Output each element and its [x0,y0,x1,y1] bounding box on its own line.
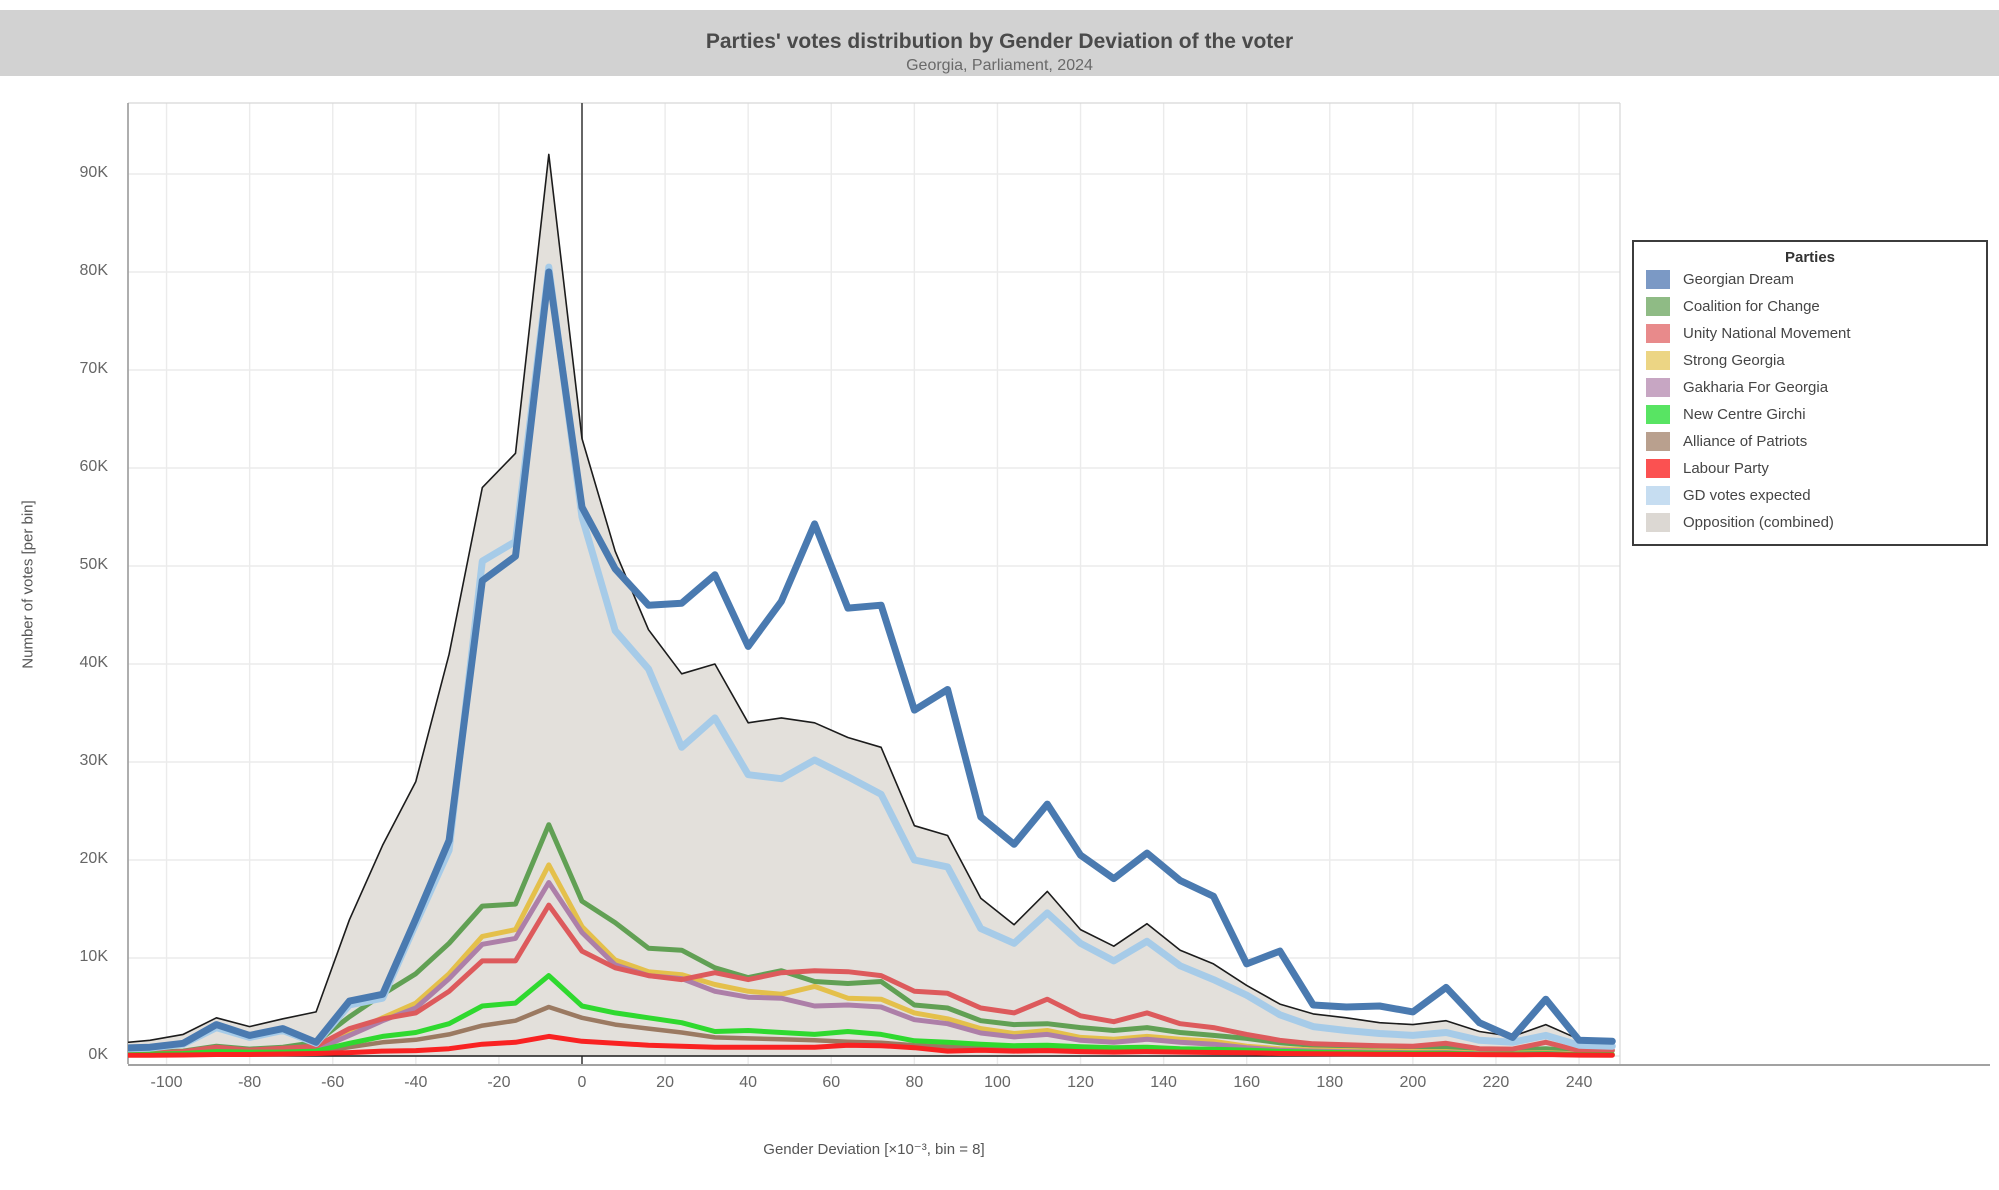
x-tick-label: 80 [905,1074,924,1091]
x-tick-label: 140 [1150,1074,1177,1091]
y-tick-label: 10K [79,948,108,965]
legend-item-coalition_for_change: Coalition for Change [1634,293,1986,320]
legend-label: Georgian Dream [1683,271,1794,288]
legend-label: Gakharia For Georgia [1683,379,1829,396]
legend-item-gd_votes_expected: GD votes expected [1634,482,1986,509]
y-tick-label: 0K [88,1046,108,1063]
x-tick-label: 180 [1316,1074,1344,1091]
x-tick-label: -40 [404,1074,428,1091]
legend-item-alliance_of_patriots: Alliance of Patriots [1634,428,1986,455]
x-tick-label: 220 [1482,1074,1510,1091]
x-tick-label: 120 [1067,1074,1094,1091]
legend-swatch-new_centre_girchi [1646,405,1670,424]
legend-swatch-gd_votes_expected [1646,486,1670,505]
series-line-unity_national_movement [128,902,1615,1056]
x-tick-label: -80 [238,1074,262,1091]
y-tick-label: 60K [79,458,108,475]
legend-item-georgian_dream: Georgian Dream [1634,266,1986,293]
legend-items: Georgian Dream Coalition for Change Unity … [1634,266,1986,536]
legend-swatch-strong_georgia [1646,351,1670,370]
x-tick-label: 240 [1565,1074,1593,1091]
legend-label: Labour Party [1683,460,1769,477]
x-tick-label: 0 [577,1074,587,1091]
x-tick-label: 200 [1399,1074,1427,1091]
y-axis-title: Number of votes [per bin] [19,500,37,669]
x-tick-label: 20 [656,1074,674,1091]
legend-swatch-opposition [1646,513,1670,532]
series-area-opposition [128,153,1614,1057]
legend-label: Coalition for Change [1683,298,1820,315]
legend-swatch-georgian_dream [1646,270,1670,289]
legend-item-labour_party: Labour Party [1634,455,1986,482]
y-tick-label: 70K [79,360,108,377]
x-tick-label: -100 [150,1074,183,1091]
x-tick-label: 60 [822,1074,841,1091]
x-tick-label: -20 [487,1074,511,1091]
legend-label: Alliance of Patriots [1683,433,1808,450]
legend-label: Opposition (combined) [1683,514,1834,531]
legend-item-unity_national_movement: Unity National Movement [1634,320,1986,347]
legend: Parties Georgian Dream Coalition for Chan… [1632,240,1988,546]
series-line-gd_votes_expected [128,263,1616,1053]
series-line-labour_party [128,1033,1615,1058]
legend-swatch-labour_party [1646,459,1670,478]
legend-swatch-unity_national_movement [1646,324,1670,343]
legend-swatch-coalition_for_change [1646,297,1670,316]
y-tick-label: 50K [79,556,108,573]
y-tick-label: 40K [79,654,108,671]
y-tick-label: 20K [79,850,108,867]
x-tick-label: 100 [984,1074,1011,1091]
title-bar: Parties' votes distribution by Gender De… [0,10,1999,76]
x-tick-label: 40 [739,1074,758,1091]
series-group [128,153,1616,1058]
legend-item-opposition: Opposition (combined) [1634,509,1986,536]
legend-title: Parties [1784,249,1836,266]
chart-subtitle: Georgia, Parliament, 2024 [906,57,1093,74]
legend-label: Strong Georgia [1683,352,1785,369]
x-tick-label: 160 [1233,1074,1261,1091]
y-tick-label: 90K [79,164,108,181]
legend-label: GD votes expected [1683,487,1811,504]
legend-item-new_centre_girchi: New Centre Girchi [1634,401,1986,428]
series-line-georgian_dream [128,268,1616,1052]
x-axis-title: Gender Deviation [×10⁻³, bin = 8] [763,1141,985,1158]
legend-item-strong_georgia: Strong Georgia [1634,347,1986,374]
x-tick-label: -60 [321,1074,345,1091]
legend-item-gakharia_for_georgia: Gakharia For Georgia [1634,374,1986,401]
chart-title: Parties' votes distribution by Gender De… [705,30,1294,53]
legend-swatch-alliance_of_patriots [1646,432,1670,451]
legend-swatch-gakharia_for_georgia [1646,378,1670,397]
y-tick-label: 30K [79,752,108,769]
legend-label: New Centre Girchi [1683,406,1806,423]
legend-label: Unity National Movement [1683,325,1851,342]
y-tick-label: 80K [79,262,108,279]
